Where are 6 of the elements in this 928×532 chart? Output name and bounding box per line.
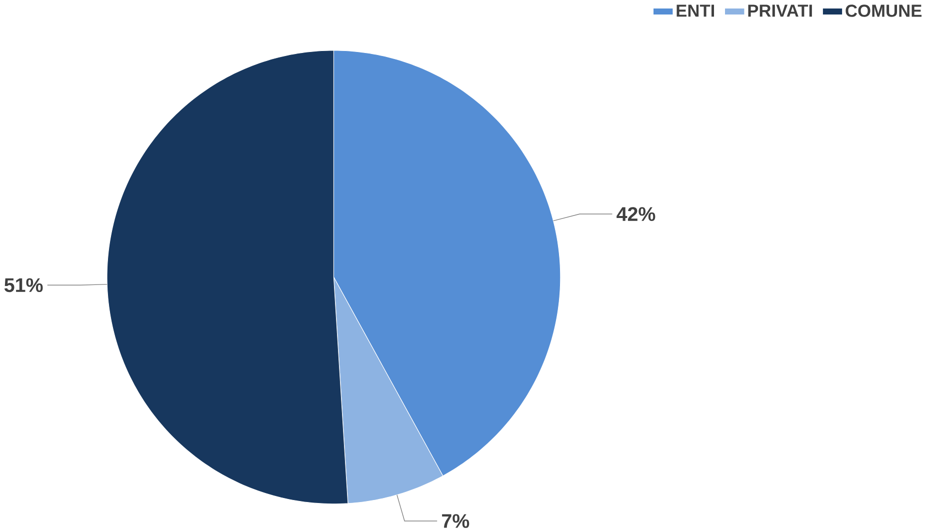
data-label: 42% xyxy=(616,207,656,222)
legend-label: PRIVATI xyxy=(748,4,812,17)
legend-label: ENTI xyxy=(676,4,714,17)
data-label: 51% xyxy=(4,278,43,292)
data-label: 7% xyxy=(442,514,470,528)
legend-label: COMUNE xyxy=(846,4,922,18)
